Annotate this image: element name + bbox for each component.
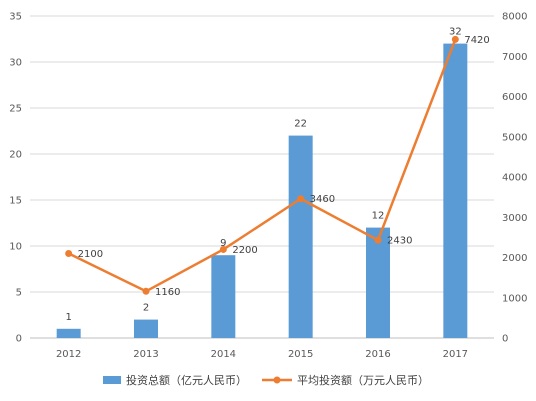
x-tick-label: 2015 — [288, 349, 313, 360]
line-point — [65, 249, 73, 257]
right-tick-label: 8000 — [502, 12, 527, 23]
legend-line-marker — [273, 376, 281, 384]
line-data-label: 2200 — [232, 245, 257, 256]
bar — [134, 319, 158, 338]
bar — [443, 43, 468, 338]
line-data-label: 1160 — [155, 287, 180, 298]
x-tick-label: 2013 — [133, 349, 158, 360]
line-data-label: 3460 — [310, 194, 335, 205]
left-tick-label: 10 — [9, 242, 22, 253]
bar — [56, 328, 81, 338]
line-data-label: 2100 — [78, 249, 103, 260]
gridlines — [30, 15, 494, 339]
bar-data-label: 9 — [220, 238, 226, 249]
line-point — [374, 236, 382, 244]
line-series — [65, 35, 459, 295]
bar-data-label: 22 — [294, 119, 307, 130]
legend-bar-label: 投资总额（亿元人民币） — [126, 373, 247, 387]
line-point — [219, 245, 227, 253]
bar — [366, 227, 390, 338]
right-axis-ticks: 0 1000 2000 3000 4000 5000 6000 7000 8000 — [502, 12, 527, 345]
left-tick-label: 25 — [9, 104, 22, 115]
bar-data-label: 32 — [449, 27, 462, 38]
line-data-label: 7420 — [464, 35, 489, 46]
bar-series — [56, 43, 468, 338]
left-tick-label: 20 — [9, 150, 22, 161]
line-path — [68, 38, 457, 293]
right-tick-label: 6000 — [502, 92, 527, 103]
right-tick-label: 0 — [502, 334, 508, 345]
right-tick-label: 5000 — [502, 132, 527, 143]
left-tick-label: 0 — [16, 334, 22, 345]
left-axis-ticks: 0 5 10 15 20 25 30 35 — [9, 12, 22, 345]
right-tick-label: 3000 — [502, 213, 527, 224]
right-tick-label: 1000 — [502, 293, 527, 304]
bar — [211, 255, 236, 338]
x-tick-label: 2016 — [365, 349, 390, 360]
legend-bar-swatch — [103, 376, 121, 384]
bar — [288, 135, 313, 338]
right-tick-label: 2000 — [502, 253, 527, 264]
left-tick-label: 5 — [16, 288, 22, 299]
x-tick-label: 2012 — [56, 349, 81, 360]
line-data-label: 2430 — [387, 236, 412, 247]
line-point — [451, 35, 459, 43]
bar-data-label: 12 — [372, 211, 385, 222]
legend: 投资总额（亿元人民币） 平均投资额（万元人民币） — [103, 373, 429, 387]
bar-data-label: 1 — [65, 312, 71, 323]
left-tick-label: 15 — [9, 196, 22, 207]
bar-data-label: 2 — [143, 303, 149, 314]
line-data-labels: 2100 1160 2200 3460 2430 7420 — [78, 35, 490, 298]
x-axis-ticks: 2012 2013 2014 2015 2016 2017 — [56, 349, 468, 360]
x-tick-label: 2017 — [443, 349, 468, 360]
right-tick-label: 4000 — [502, 173, 527, 184]
left-tick-label: 30 — [9, 58, 22, 69]
x-tick-label: 2014 — [211, 349, 236, 360]
left-tick-label: 35 — [9, 12, 22, 23]
right-tick-label: 7000 — [502, 52, 527, 63]
legend-line-label: 平均投资额（万元人民币） — [297, 373, 429, 387]
line-point — [297, 195, 305, 203]
line-point — [142, 287, 150, 295]
